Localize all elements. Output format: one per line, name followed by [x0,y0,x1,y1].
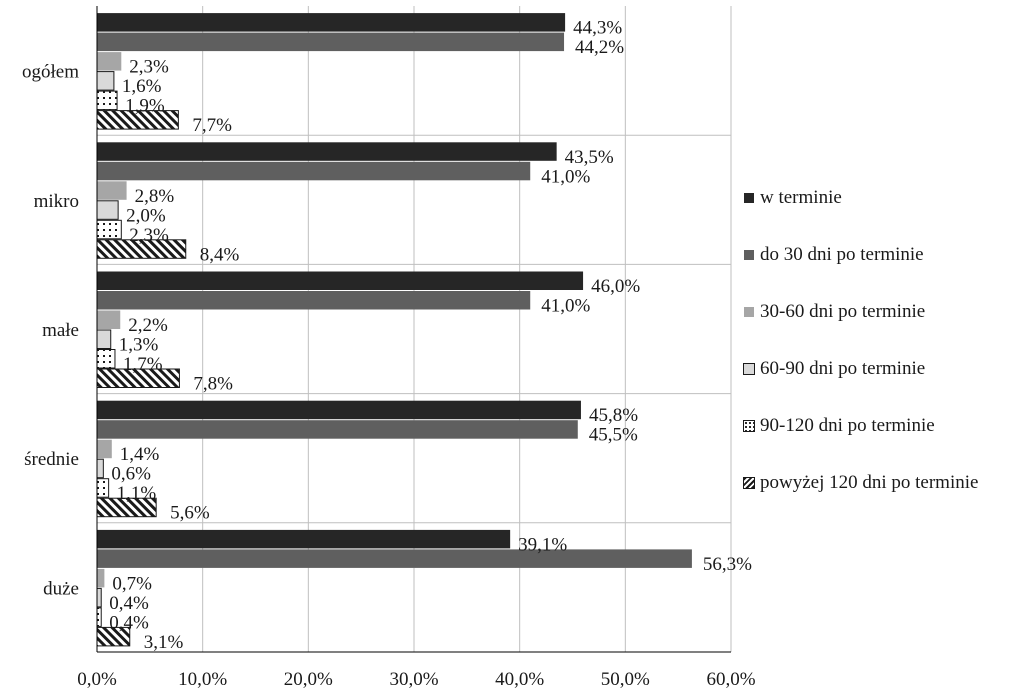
x-tick-label: 60,0% [706,669,755,690]
category-label: ogółem [22,62,79,83]
data-label: 1,3% [119,335,159,356]
x-tick-label: 10,0% [178,669,227,690]
bar [97,271,584,290]
data-label: 3,1% [144,632,184,653]
legend-item: 90-120 dni po terminie [743,414,1023,437]
legend-item: powyżej 120 dni po terminie [743,471,1023,494]
data-label: 7,7% [192,115,232,136]
x-tick-label: 20,0% [284,669,333,690]
bar [96,478,110,498]
legend-swatch [743,419,755,432]
data-label: 41,0% [541,166,590,187]
legend-swatch [744,249,754,260]
category-label: mikro [34,191,79,212]
category-label: małe [42,320,79,341]
data-label: 2,2% [128,315,168,336]
bar [97,142,557,161]
data-label: 5,6% [170,503,210,524]
bar [97,310,121,329]
bar [96,71,115,91]
data-label: 1,4% [120,444,160,465]
bar [97,549,692,568]
data-label: 0,4% [109,593,149,614]
data-label: 0,6% [111,464,151,485]
legend-swatch [744,306,754,317]
bar [97,568,105,588]
data-label: 46,0% [591,276,640,297]
data-label: 1,7% [123,354,163,375]
axes [96,6,731,653]
data-label: 2,0% [126,205,166,226]
data-label: 7,8% [193,374,233,395]
bar [97,400,581,420]
data-label: 2,8% [135,186,175,207]
data-label: 45,5% [589,425,638,446]
bar [96,607,102,627]
bar [97,529,511,549]
legend-swatch [743,362,755,375]
data-label: 1,6% [122,76,162,97]
legend-item: 30-60 dni po terminie [744,300,1023,323]
legend-swatch [743,476,755,489]
data-label: 0,4% [109,612,149,633]
data-label: 8,4% [200,244,240,265]
bar [96,458,104,479]
bar [96,587,102,608]
bars [96,13,692,647]
legend-label: 30-60 dni po terminie [760,300,926,322]
data-label: 0,7% [112,573,152,594]
bar [96,200,119,220]
data-label: 39,1% [518,534,567,555]
data-label: 1,9% [125,96,165,117]
x-tick-label: 30,0% [389,669,438,690]
bar [96,349,116,369]
legend-item: 60-90 dni po terminie [743,357,1023,380]
bar [97,439,112,459]
bar [97,291,531,310]
category-label: średnie [24,449,79,470]
bar [97,161,531,181]
data-label: 44,2% [575,37,624,58]
x-tick-label: 40,0% [495,669,544,690]
bar [97,13,566,32]
legend: w terminie do 30 dni po terminie 30-60 dni… [743,186,1023,528]
category-label: duże [43,578,79,599]
data-label: 1,1% [117,483,157,504]
data-label: 43,5% [565,147,614,168]
data-label: 56,3% [703,554,752,575]
gridlines [97,6,732,652]
legend-item: w terminie [744,186,1023,209]
bar [97,420,578,439]
bar [97,181,127,200]
x-tick-label: 0,0% [77,669,117,690]
data-label: 2,3% [129,225,169,246]
legend-label: 60-90 dni po terminie [760,357,926,379]
legend-swatch [744,192,754,203]
legend-label: w terminie [760,186,842,208]
data-label: 45,8% [589,405,638,426]
bar [96,219,122,240]
legend-label: 90-120 dni po terminie [760,414,935,436]
bar [96,329,112,349]
legend-label: do 30 dni po terminie [760,243,924,265]
data-label: 44,3% [573,18,622,39]
bar [97,32,565,52]
bar [97,52,122,71]
data-label: 2,3% [129,57,169,78]
legend-label: powyżej 120 dni po terminie [760,471,979,493]
labels: 0,0% 10,0% 20,0% 30,0% 40,0% 50,0% 60,0% ogółem… [22,18,756,690]
x-tick-label: 50,0% [601,669,650,690]
bar [96,90,118,111]
data-label: 41,0% [541,296,590,317]
legend-item: do 30 dni po terminie [744,243,1023,266]
